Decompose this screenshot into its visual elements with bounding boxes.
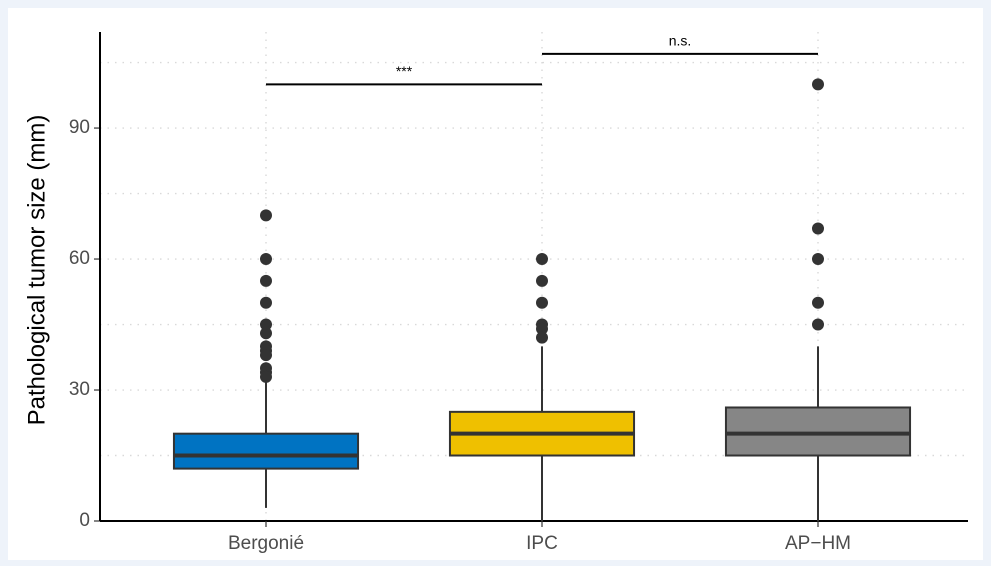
x-tick-label: Bergonié — [228, 533, 304, 554]
outlier — [812, 222, 824, 235]
outlier — [536, 296, 548, 309]
y-tick-label: 60 — [69, 248, 90, 269]
significance-label: n.s. — [669, 33, 692, 49]
outlier — [260, 318, 272, 331]
significance-label: *** — [396, 63, 413, 79]
outlier — [812, 253, 824, 266]
outlier — [536, 253, 548, 266]
outlier — [812, 318, 824, 331]
plot-background — [8, 8, 983, 560]
outlier — [260, 274, 272, 287]
outlier — [260, 253, 272, 266]
outlier — [260, 327, 272, 340]
x-tick-label: IPC — [526, 533, 558, 554]
y-axis-title: Pathological tumor size (mm) — [23, 115, 50, 426]
outlier — [812, 78, 824, 91]
outlier — [260, 209, 272, 222]
box — [172, 432, 360, 470]
x-tick-label: AP−HM — [785, 533, 851, 554]
outlier — [536, 331, 548, 344]
outlier — [260, 349, 272, 362]
y-tick-label: 0 — [79, 510, 90, 531]
outlier — [536, 274, 548, 287]
outlier — [260, 370, 272, 383]
y-tick-label: 30 — [69, 379, 90, 400]
outlier — [812, 296, 824, 309]
y-tick-label: 90 — [69, 117, 90, 138]
outlier — [536, 322, 548, 335]
outlier — [260, 296, 272, 309]
box — [724, 406, 912, 457]
